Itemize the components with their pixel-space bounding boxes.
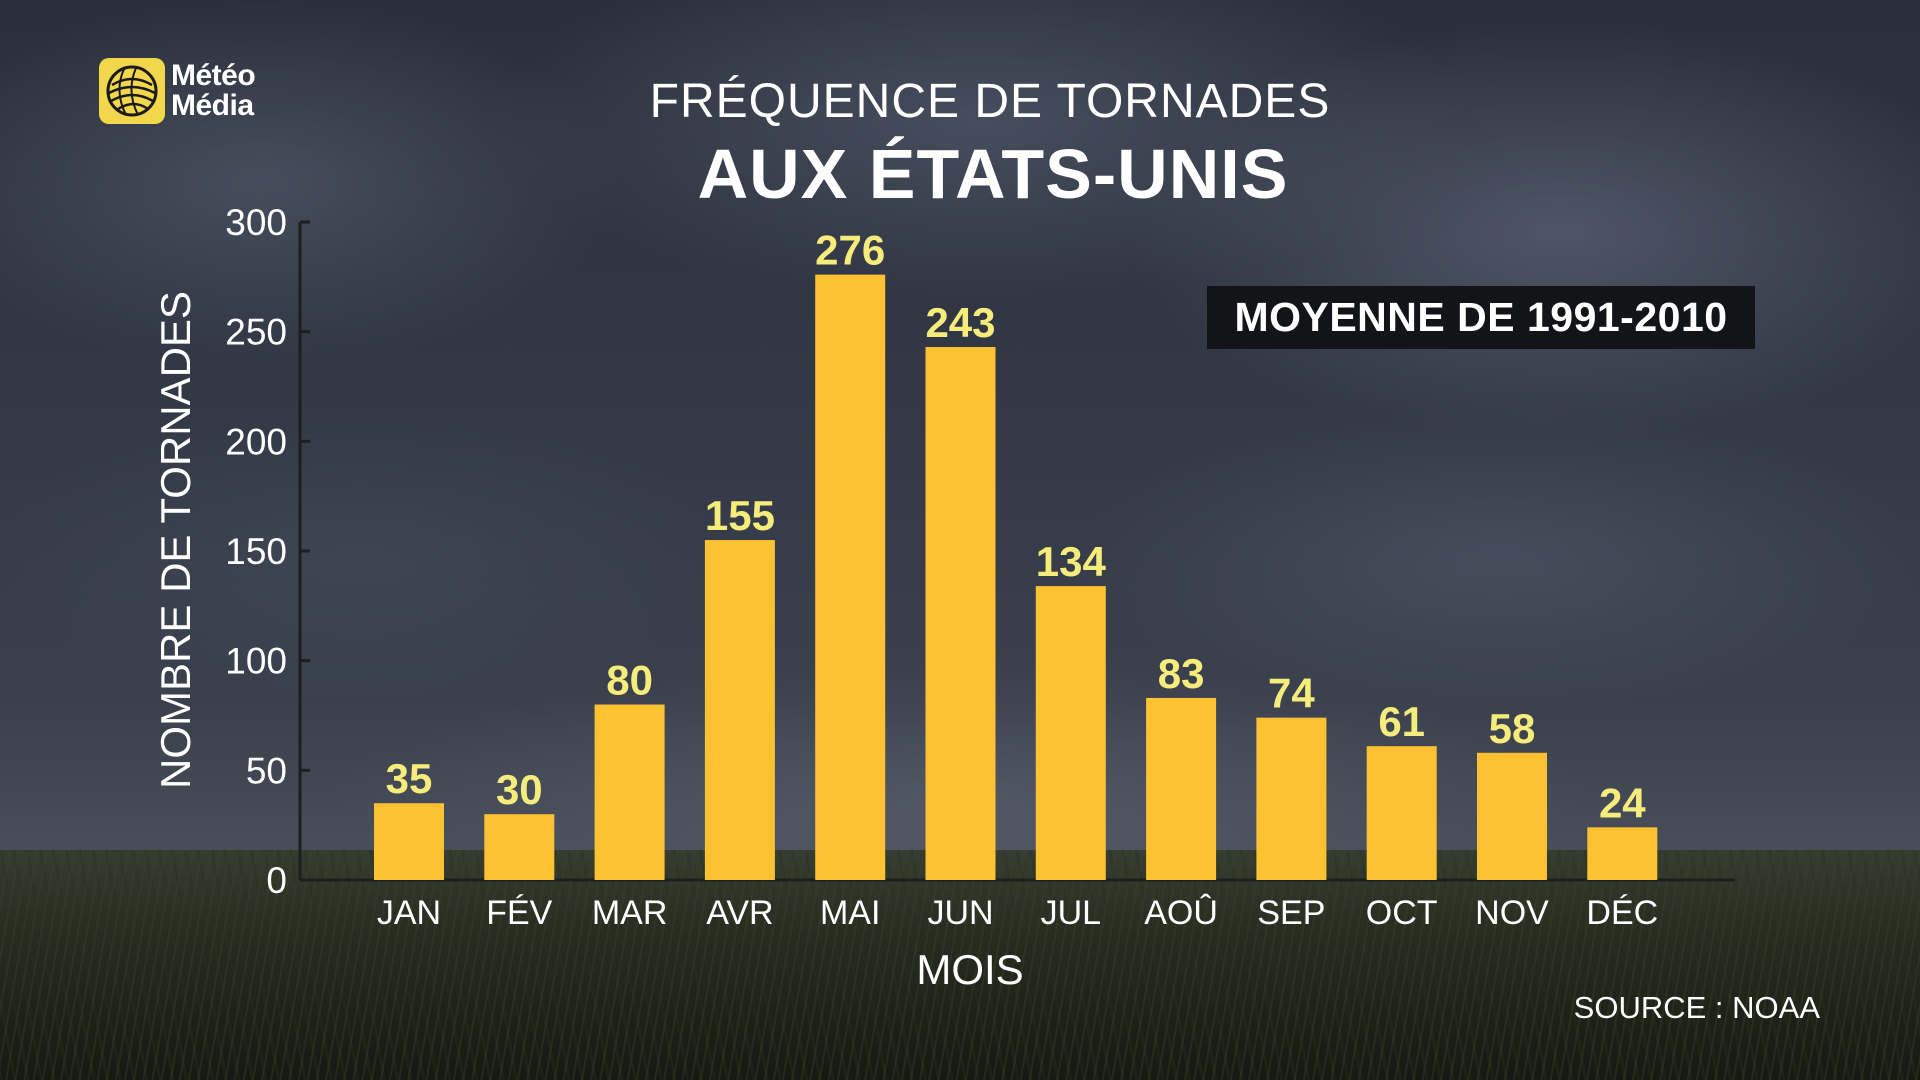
- bar-value-label: 134: [1036, 538, 1107, 585]
- bar-value-label: 30: [496, 766, 543, 813]
- y-tick-label: 200: [225, 421, 287, 462]
- source-note: SOURCE : NOAA: [1573, 990, 1820, 1025]
- bar-mar: [594, 704, 665, 880]
- x-tick-label: FÉV: [486, 894, 552, 932]
- x-tick-label: SEP: [1257, 894, 1325, 932]
- bar-nov: [1477, 752, 1547, 880]
- brand-logo: Météo Média: [99, 58, 256, 124]
- y-tick-label: 50: [246, 750, 287, 791]
- bar-sep: [1256, 717, 1327, 880]
- x-tick-label: JAN: [377, 894, 441, 932]
- bar-value-label: 243: [925, 299, 995, 346]
- brand-name-line1: Météo: [171, 59, 256, 92]
- bar-value-label: 74: [1268, 670, 1315, 717]
- period-badge: MOYENNE DE 1991-2010: [1207, 286, 1755, 349]
- y-tick-label: 300: [225, 202, 287, 243]
- x-tick-label: AVR: [706, 894, 773, 932]
- x-tick-label: MAR: [592, 894, 668, 932]
- bar-jan: [374, 803, 444, 880]
- bar-oct: [1366, 746, 1437, 880]
- x-axis-title: MOIS: [916, 946, 1023, 993]
- x-tick-label: JUL: [1041, 894, 1101, 932]
- y-tick-label: 0: [266, 860, 287, 901]
- y-tick-label: 100: [225, 641, 287, 682]
- chart-title-line2: AUX ÉTATS-UNIS: [697, 135, 1289, 213]
- chart-title-line1: FRÉQUENCE DE TORNADES: [649, 75, 1331, 128]
- bar-value-label: 276: [815, 227, 885, 274]
- x-tick-label: MAI: [820, 894, 880, 932]
- y-axis-title: NOMBRE DE TORNADES: [152, 291, 199, 789]
- bar-value-label: 58: [1489, 705, 1536, 752]
- grass-field-background: [0, 850, 1920, 1080]
- bar-value-label: 35: [386, 755, 433, 802]
- bar-déc: [1587, 827, 1658, 880]
- x-tick-label: DÉC: [1586, 894, 1658, 932]
- x-tick-label: OCT: [1366, 894, 1438, 932]
- bar-jul: [1035, 586, 1106, 880]
- bar-avr: [704, 540, 775, 880]
- brand-name-line2: Média: [171, 89, 254, 122]
- globe-icon: [99, 58, 165, 124]
- x-tick-label: JUN: [927, 894, 993, 932]
- bar-fév: [484, 814, 555, 880]
- bar-mai: [815, 274, 886, 880]
- bar-value-label: 155: [705, 492, 775, 539]
- x-tick-label: AOÛ: [1144, 894, 1218, 932]
- brand-name: Météo Média: [171, 59, 256, 122]
- bar-aoû: [1146, 697, 1217, 880]
- bar-value-label: 80: [606, 657, 653, 704]
- bar-value-label: 61: [1378, 698, 1425, 745]
- bar-value-label: 83: [1158, 650, 1205, 697]
- y-tick-label: 250: [225, 312, 287, 353]
- y-tick-label: 150: [225, 531, 287, 572]
- bar-value-label: 24: [1599, 779, 1646, 826]
- bar-jun: [925, 347, 996, 880]
- x-tick-label: NOV: [1475, 894, 1549, 932]
